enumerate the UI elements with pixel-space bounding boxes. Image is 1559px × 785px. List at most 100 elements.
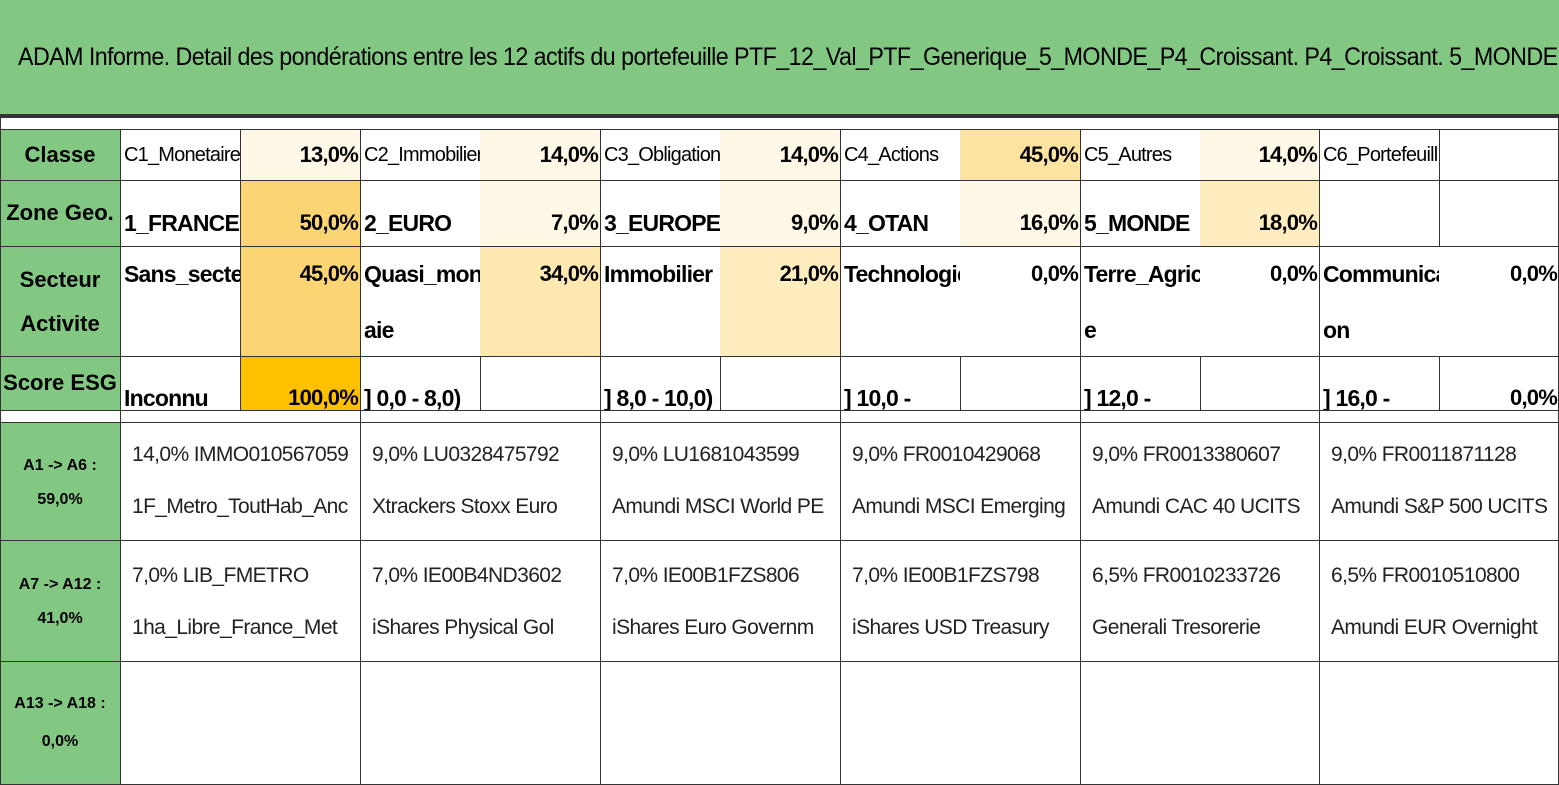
asset-a2-name: Xtrackers Stoxx Euro: [372, 495, 558, 518]
classe-label-4[interactable]: C4_Actions: [844, 144, 939, 166]
secteur-pct-3[interactable]: 21,0%: [720, 246, 840, 356]
asset-group-header-3[interactable]: A13 -> A18 : 0,0%: [0, 661, 120, 785]
asset-a3[interactable]: 9,0% LU1681043599 Amundi MSCI World PE: [600, 423, 840, 540]
zone-label-6[interactable]: [1319, 180, 1439, 246]
asset-group-2-total: 41,0%: [37, 610, 83, 627]
esg-pct-4[interactable]: [960, 356, 1080, 410]
classe-label-2[interactable]: C2_Immobilier: [364, 144, 480, 166]
grid-line: [1439, 356, 1440, 411]
asset-a15-name: [612, 713, 840, 765]
asset-a3-weight-code: 9,0% LU1681043599: [612, 443, 800, 466]
grid-line: [1439, 129, 1440, 180]
row-header-classe-actif[interactable]: Classe Actif: [0, 130, 120, 180]
classe-label-5[interactable]: C5_Autres: [1084, 144, 1172, 166]
classe-pct-2[interactable]: 14,0%: [480, 130, 600, 180]
secteur-label-2[interactable]: Quasi_monn aie: [364, 261, 480, 343]
asset-a13-weight-code: [132, 661, 360, 713]
asset-group-1-range: A1 -> A6 :: [23, 457, 97, 474]
asset-a18[interactable]: [1319, 661, 1559, 785]
asset-a16-name: [852, 713, 1080, 765]
asset-a12[interactable]: 6,5% FR0010510800 Amundi EUR Overnight: [1319, 540, 1559, 661]
secteur-pct-5[interactable]: 0,0%: [1270, 261, 1318, 286]
secteur-label-1[interactable]: Sans_secteur: [124, 261, 240, 287]
asset-a7[interactable]: 7,0% LIB_FMETRO 1ha_Libre_France_Met: [120, 540, 360, 661]
asset-a1[interactable]: 14,0% IMMO010567059 1F_Metro_ToutHab_Anc: [120, 423, 360, 540]
asset-a5[interactable]: 9,0% FR0013380607 Amundi CAC 40 UCITS: [1080, 423, 1319, 540]
asset-a17-name: [1092, 713, 1319, 765]
secteur-label-4[interactable]: Technologie: [844, 261, 960, 287]
asset-a10[interactable]: 7,0% IE00B1FZS798 iShares USD Treasury: [840, 540, 1080, 661]
secteur-label-6[interactable]: Communicati on: [1323, 261, 1439, 343]
asset-a6-weight-code: 9,0% FR0011871128: [1331, 443, 1517, 466]
asset-a9[interactable]: 7,0% IE00B1FZS806 iShares Euro Governm: [600, 540, 840, 661]
asset-a8-name: iShares Physical Gol: [372, 616, 554, 639]
asset-a7-name: 1ha_Libre_France_Met: [132, 616, 338, 639]
asset-a11-name: Generali Tresorerie: [1092, 616, 1261, 639]
zone-label-4[interactable]: 4_OTAN: [844, 210, 929, 236]
esg-label-5[interactable]: ] 12,0 - 16,0): [1084, 385, 1151, 410]
secteur-label-3[interactable]: Immobilier: [604, 261, 713, 287]
report-title: ADAM Informe. Detail des pondérations en…: [18, 42, 1559, 71]
asset-group-1-total: 59,0%: [37, 491, 83, 508]
zone-label-5[interactable]: 5_MONDE: [1084, 210, 1190, 236]
grid-line: [0, 410, 1559, 411]
zone-label-3[interactable]: 3_EUROPE: [604, 210, 720, 236]
classe-pct-6[interactable]: [1439, 130, 1559, 180]
esg-pct-2[interactable]: [480, 356, 600, 410]
asset-a3-name: Amundi MSCI World PE: [612, 495, 824, 518]
asset-a4-name: Amundi MSCI Emerging: [852, 495, 1066, 518]
esg-label-3[interactable]: ] 8,0 - 10,0): [604, 385, 713, 410]
esg-pct-5[interactable]: [1200, 356, 1319, 410]
asset-a18-weight-code: [1331, 661, 1559, 713]
row-header-score-esg[interactable]: Score ESG: [0, 356, 120, 410]
zone-label-2[interactable]: 2_EURO: [364, 210, 452, 236]
zone-pct-6[interactable]: [1439, 180, 1559, 246]
grid-line: [480, 356, 481, 411]
asset-a14[interactable]: [360, 661, 600, 785]
classe-label-1[interactable]: C1_Monetaire: [124, 144, 240, 166]
asset-a5-weight-code: 9,0% FR0013380607: [1092, 443, 1281, 466]
zone-pct-3[interactable]: 9,0%: [720, 180, 840, 246]
classe-pct-4[interactable]: 45,0%: [960, 130, 1080, 180]
esg-label-2[interactable]: ] 0,0 - 8,0): [364, 385, 461, 410]
asset-group-2-range: A7 -> A12 :: [18, 576, 102, 593]
esg-pct-1[interactable]: 100,0%: [240, 356, 360, 410]
classe-pct-5[interactable]: 14,0%: [1200, 130, 1319, 180]
classe-label-6[interactable]: C6_Portefeuill: [1323, 144, 1438, 166]
zone-label-1[interactable]: 1_FRANCE: [124, 210, 240, 236]
esg-label-4[interactable]: ] 10,0 - 12,0): [844, 385, 911, 410]
esg-pct-3[interactable]: [720, 356, 840, 410]
asset-a17[interactable]: [1080, 661, 1319, 785]
asset-a2[interactable]: 9,0% LU0328475792 Xtrackers Stoxx Euro: [360, 423, 600, 540]
esg-label-6[interactable]: ] 16,0 - 20,0): [1323, 385, 1390, 410]
secteur-label-5[interactable]: Terre_Agricol e: [1084, 261, 1200, 343]
classe-pct-3[interactable]: 14,0%: [720, 130, 840, 180]
asset-a4[interactable]: 9,0% FR0010429068 Amundi MSCI Emerging: [840, 423, 1080, 540]
secteur-pct-6[interactable]: 0,0%: [1510, 261, 1558, 286]
asset-a15[interactable]: [600, 661, 840, 785]
classe-label-3[interactable]: C3_Obligations: [604, 144, 720, 166]
asset-a16[interactable]: [840, 661, 1080, 785]
zone-pct-1[interactable]: 50,0%: [240, 180, 360, 246]
zone-pct-4[interactable]: 16,0%: [960, 180, 1080, 246]
asset-group-3-range: A13 -> A18 :: [14, 695, 106, 712]
row-header-secteur-activite[interactable]: Secteur Activite: [0, 246, 120, 356]
secteur-pct-1[interactable]: 45,0%: [240, 246, 360, 356]
esg-pct-6[interactable]: 0,0%: [1510, 385, 1558, 410]
asset-a11[interactable]: 6,5% FR0010233726 Generali Tresorerie: [1080, 540, 1319, 661]
asset-group-header-1[interactable]: A1 -> A6 : 59,0%: [0, 423, 120, 540]
asset-a13[interactable]: [120, 661, 360, 785]
zone-pct-5[interactable]: 18,0%: [1200, 180, 1319, 246]
asset-a4-weight-code: 9,0% FR0010429068: [852, 443, 1041, 466]
asset-a6[interactable]: 9,0% FR0011871128 Amundi S&P 500 UCITS: [1319, 423, 1559, 540]
row-header-zone-geo[interactable]: Zone Geo.: [0, 180, 120, 246]
esg-label-1[interactable]: Inconnu: [124, 385, 209, 410]
classe-pct-1[interactable]: 13,0%: [240, 130, 360, 180]
asset-a8[interactable]: 7,0% IE00B4ND3602 iShares Physical Gol: [360, 540, 600, 661]
secteur-pct-2[interactable]: 34,0%: [480, 246, 600, 356]
secteur-pct-4[interactable]: 0,0%: [1031, 261, 1079, 286]
asset-a11-weight-code: 6,5% FR0010233726: [1092, 564, 1281, 587]
zone-pct-2[interactable]: 7,0%: [480, 180, 600, 246]
grid-line: [720, 356, 721, 411]
asset-group-header-2[interactable]: A7 -> A12 : 41,0%: [0, 540, 120, 661]
